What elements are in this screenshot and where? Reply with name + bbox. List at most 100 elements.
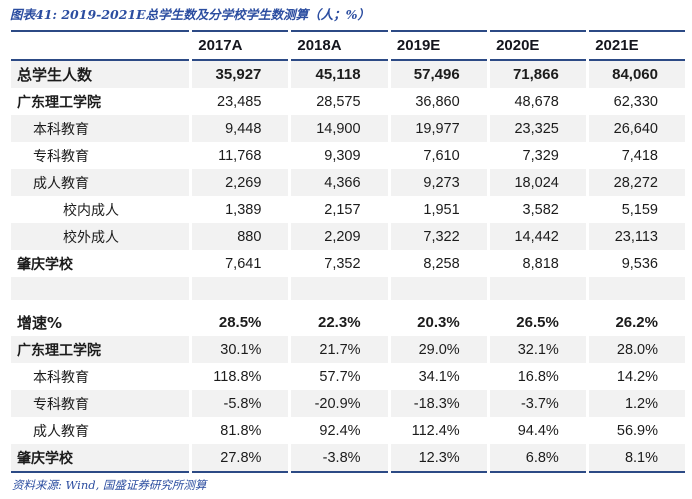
cell-value: 23,113 [588, 223, 685, 250]
cell-value: 7,418 [621, 147, 658, 164]
cell-value: 28.5% [218, 314, 262, 331]
cell-value: 2,209 [291, 223, 388, 250]
source-note: 资料来源: Wind, 国盛证券研究所测算 [12, 478, 207, 492]
cell-value: 6.8% [489, 444, 586, 473]
cell-value: 9,448 [192, 115, 289, 142]
cell-value: 7,322 [390, 223, 487, 250]
cell-value: -3.8% [291, 444, 388, 473]
cell-value: 12.3% [390, 444, 487, 473]
cell-value: 11,768 [218, 147, 262, 164]
cell-value: 23,485 [217, 93, 262, 110]
year-column-header: 2020E [489, 30, 586, 61]
cell-value: 7,641 [225, 255, 262, 272]
row-label: 成人教育 [11, 169, 190, 196]
cell-value: 2,157 [324, 201, 361, 218]
year-column-header: 2018A [291, 30, 388, 61]
cell-value: 8,818 [522, 255, 559, 272]
cell-value: 71,866 [489, 61, 586, 88]
cell-value: 56.9% [616, 422, 658, 439]
table-row: 本科教育 9,448 14,900 19,977 23,325 26,640 [11, 115, 685, 142]
cell-value: 20.3% [417, 314, 460, 331]
table-row: 总学生人数 35,927 45,118 57,496 71,866 84,060 [11, 61, 685, 88]
cell-value: 26.2% [615, 314, 658, 331]
table-row: 肇庆学校 27.8% -3.8% 12.3% 6.8% 8.1% [11, 444, 685, 473]
cell-value: 14,900 [291, 115, 388, 142]
row-label: 本科教育 [11, 115, 190, 142]
row-label: 校外成人 [11, 223, 190, 250]
cell-value: 3,582 [522, 201, 559, 218]
cell-value: 36,860 [415, 93, 460, 110]
row-label: 成人教育 [33, 423, 89, 440]
cell-value: 26.5% [516, 314, 559, 331]
table-row: 专科教育 11,768 9,309 7,610 7,329 7,418 [11, 142, 685, 169]
cell-value: 28,575 [316, 93, 361, 110]
cell-value: 7,329 [522, 147, 559, 164]
cell-value: 118.8% [213, 368, 262, 385]
cell-value: 9,273 [390, 169, 487, 196]
figure-title: 图表41: 2019-2021E总学生数及分学校学生数测算（人；%） [10, 7, 371, 22]
cell-value: -20.9% [291, 390, 388, 417]
table-header-row: 2017A 2018A 2019E 2020E 2021E [11, 30, 685, 61]
cell-value: 14,442 [489, 223, 586, 250]
cell-value: 8,258 [423, 255, 460, 272]
cell-value: 30.1% [192, 336, 289, 363]
year-column-header: 2019E [390, 30, 487, 61]
cell-value: 9,536 [621, 255, 658, 272]
cell-value: 28.0% [588, 336, 685, 363]
table-row: 广东理工学院 23,485 28,575 36,860 48,678 62,330 [11, 88, 685, 115]
cell-value: 880 [192, 223, 289, 250]
cell-value: 29.0% [390, 336, 487, 363]
cell-value: 14.2% [616, 368, 658, 385]
spacer-cell [489, 300, 586, 309]
row-label: 总学生人数 [11, 61, 190, 88]
cell-value: 9,309 [324, 147, 361, 164]
spacer-cell [11, 300, 190, 309]
cell-value: -3.7% [489, 390, 586, 417]
table-row: 成人教育 81.8% 92.4% 112.4% 94.4% 56.9% [11, 417, 685, 444]
spacer-cell [390, 277, 487, 300]
spacer-row [11, 300, 685, 309]
table-row: 增速% 28.5% 22.3% 20.3% 26.5% 26.2% [11, 309, 685, 336]
cell-value: 28,272 [588, 169, 685, 196]
spacer-cell [11, 277, 190, 300]
spacer-cell [588, 300, 685, 309]
row-label: 增速% [17, 314, 63, 332]
cell-value: 7,610 [423, 147, 460, 164]
cell-value: 35,927 [192, 61, 289, 88]
cell-value: 34.1% [418, 368, 460, 385]
spacer-cell [489, 277, 586, 300]
cell-value: 94.4% [517, 422, 559, 439]
cell-value: 45,118 [291, 61, 388, 88]
row-label: 肇庆学校 [17, 256, 73, 273]
cell-value: 1,951 [423, 201, 460, 218]
row-label: 广东理工学院 [11, 336, 190, 363]
table-body: 总学生人数 35,927 45,118 57,496 71,866 84,060 广东理工学… [11, 61, 685, 473]
table-row: 本科教育 118.8% 57.7% 34.1% 16.8% 14.2% [11, 363, 685, 390]
spacer-cell [390, 300, 487, 309]
year-column-header: 2021E [588, 30, 685, 61]
cell-value: 7,352 [324, 255, 361, 272]
cell-value: 1,389 [225, 201, 262, 218]
row-label: 校内成人 [63, 202, 119, 219]
cell-value: 57,496 [390, 61, 487, 88]
cell-value: 92.4% [319, 422, 361, 439]
cell-value: 2,269 [192, 169, 289, 196]
row-label: 专科教育 [11, 390, 190, 417]
spacer-cell [588, 277, 685, 300]
cell-value: 27.8% [192, 444, 289, 473]
cell-value: 5,159 [621, 201, 658, 218]
row-label: 广东理工学院 [17, 94, 101, 111]
cell-value: 21.7% [291, 336, 388, 363]
cell-value: 23,325 [489, 115, 586, 142]
cell-value: 8.1% [588, 444, 685, 473]
spacer-cell [291, 300, 388, 309]
student-forecast-table: 2017A 2018A 2019E 2020E 2021E 总学生人数 35,927 45,… [8, 30, 688, 473]
cell-value: 1.2% [588, 390, 685, 417]
row-label: 本科教育 [33, 369, 89, 386]
row-label: 肇庆学校 [11, 444, 190, 473]
cell-value: 84,060 [588, 61, 685, 88]
table-row: 校外成人 880 2,209 7,322 14,442 23,113 [11, 223, 685, 250]
cell-value: 26,640 [588, 115, 685, 142]
cell-value: 22.3% [318, 314, 361, 331]
